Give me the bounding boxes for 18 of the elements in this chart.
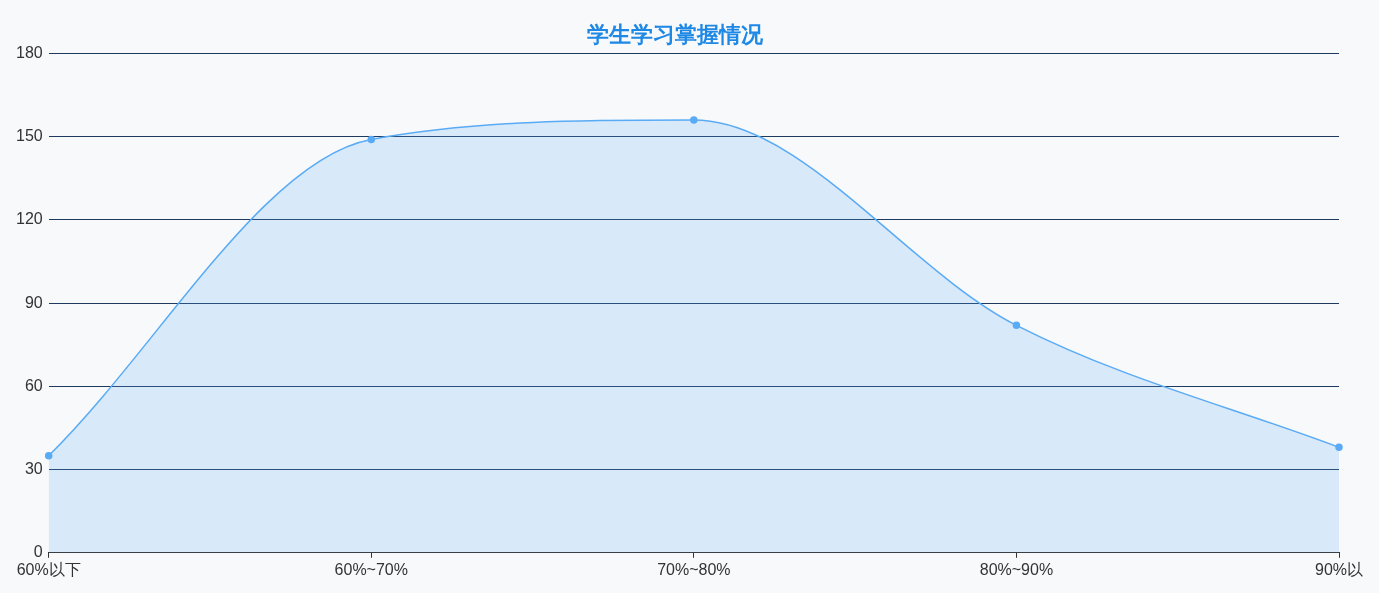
x-tick-label: 90%以 — [1314, 560, 1364, 578]
point — [1012, 321, 1021, 330]
point — [690, 116, 698, 124]
y-tick-label: 60 — [24, 376, 43, 394]
point — [367, 135, 376, 144]
x-tick-label: 70%~80% — [657, 560, 731, 578]
chart-title: 学生学习掌握情况 — [586, 21, 764, 47]
y-tick-label: 150 — [15, 127, 43, 145]
x-tick-label: 60%~70% — [334, 560, 408, 578]
point — [1335, 443, 1343, 452]
y-tick-label: 180 — [15, 43, 43, 61]
y-tick-label: 90 — [24, 293, 43, 311]
y-tick-label: 120 — [15, 210, 43, 228]
point — [44, 451, 53, 460]
x-tick-label: 80%~90% — [979, 560, 1054, 578]
y-tick-label: 30 — [24, 459, 43, 477]
x-tick-label: 60%以下 — [16, 560, 81, 578]
y-tick-label: 0 — [33, 543, 43, 561]
